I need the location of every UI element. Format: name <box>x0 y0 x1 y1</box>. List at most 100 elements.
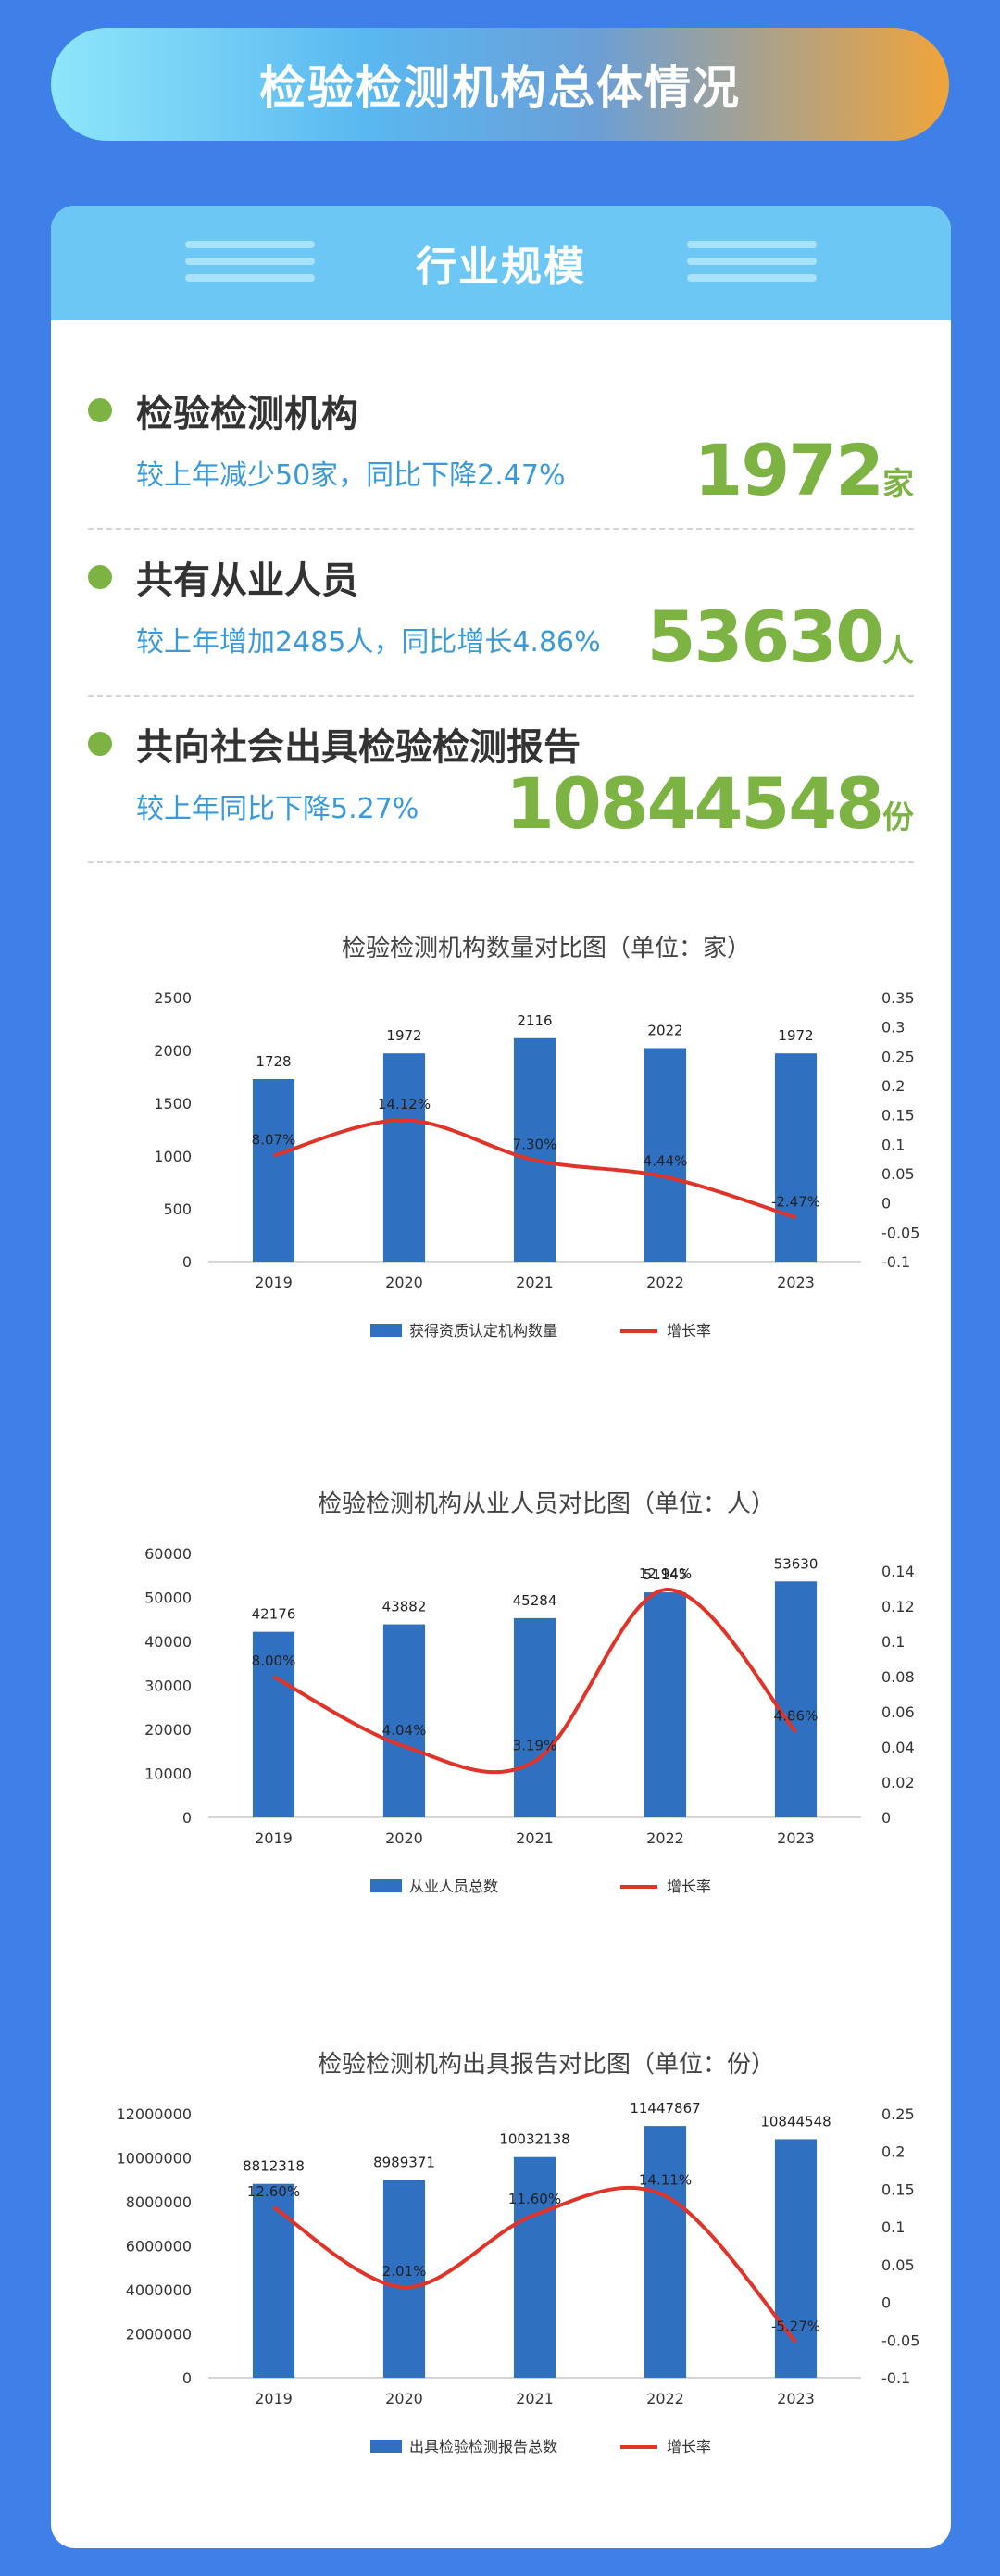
bar <box>513 2156 556 2378</box>
x-tick-label: 2022 <box>646 2390 684 2407</box>
y-tick-label: 500 <box>163 1200 192 1218</box>
legend-bar-swatch <box>370 2440 402 2453</box>
bar-value-label: 8989371 <box>373 2155 435 2171</box>
bar-value-label: 42176 <box>252 1606 296 1623</box>
bullet-dot <box>88 398 112 422</box>
stat-value: 10844548份 <box>506 762 914 845</box>
chart-reports: 检验检测机构出具报告对比图（单位：份） 0 2000000 4000000 600000… <box>117 2051 920 2456</box>
legend-line-label: 增长率 <box>667 1878 711 1895</box>
y2-tick-label: -0.1 <box>881 2369 910 2387</box>
bar <box>252 1631 295 1817</box>
y2-tick-label: 0.12 <box>881 1598 915 1615</box>
stat-subtitle: 较上年减少50家，同比下降2.47% <box>136 459 566 492</box>
rate-label: 8.00% <box>252 1652 296 1669</box>
y-tick-label: 10000000 <box>117 2150 192 2168</box>
x-tick-label: 2022 <box>646 1274 684 1291</box>
bar <box>382 1053 426 1262</box>
stat-subtitle: 较上年同比下降5.27% <box>136 793 419 825</box>
y-tick-label: 30000 <box>144 1678 192 1695</box>
stat-title: 检验检测机构 <box>136 393 358 435</box>
y2-tick-label: 0.05 <box>881 2256 915 2274</box>
rate-label: 4.04% <box>382 1722 427 1739</box>
stat-title: 共有从业人员 <box>136 559 358 602</box>
y-tick-label: 0 <box>182 2369 192 2387</box>
rate-label: 8.07% <box>252 1132 296 1149</box>
stat-institutions: 检验检测机构 较上年减少50家，同比下降2.47% 1972家 <box>88 361 914 530</box>
x-tick-label: 2020 <box>385 1829 423 1847</box>
y2-tick-label: 0.15 <box>881 2180 915 2198</box>
y2-tick-label: 0.02 <box>881 1774 915 1791</box>
y-tick-label: 40000 <box>144 1633 192 1651</box>
rate-label: 14.11% <box>639 2172 692 2189</box>
card-header: 行业规模 <box>51 206 951 320</box>
y2-tick-label: 0.04 <box>881 1739 915 1756</box>
x-tick-label: 2022 <box>646 1829 684 1847</box>
y-tick-label: 50000 <box>144 1590 192 1607</box>
bar-value-label: 45284 <box>513 1592 557 1609</box>
y2-tick-label: -0.1 <box>881 1253 910 1271</box>
growth-rate-line <box>272 1588 797 1775</box>
bar-value-label: 51145 <box>644 1566 688 1583</box>
y2-tick-label: 0.14 <box>881 1563 915 1580</box>
bar <box>513 1037 556 1262</box>
chart-employees: 检验检测机构从业人员对比图（单位：人） 0 10000 20000 30000 40000… <box>144 1490 915 1895</box>
y-tick-label: 2000000 <box>126 2326 192 2344</box>
industry-scale-card: 行业规模 检验检测机构 较上年减少50家，同比下降2.47% 1972家 共有从… <box>51 206 951 2548</box>
y-tick-label: 1000 <box>154 1148 192 1165</box>
bar <box>774 1581 818 1817</box>
banner-title: 检验检测机构总体情况 <box>259 61 741 115</box>
y-tick-label: 4000000 <box>126 2281 192 2299</box>
bar-value-label: 43882 <box>382 1599 427 1615</box>
y2-tick-label: -0.05 <box>881 1224 919 1241</box>
y2-tick-label: 0.35 <box>881 989 915 1007</box>
bar <box>382 1624 426 1817</box>
legend-line-label: 增长率 <box>667 1322 711 1339</box>
header-decoration-left <box>185 241 315 291</box>
header-decoration-right <box>687 241 817 291</box>
chart-institutions: 检验检测机构数量对比图（单位：家） 0 500 1000 1500 2000 2500 -0.… <box>154 935 919 1339</box>
bar <box>252 1079 295 1262</box>
growth-rate-line <box>272 2185 797 2344</box>
bar <box>513 1617 556 1817</box>
x-tick-label: 2021 <box>516 2390 554 2407</box>
y-tick-label: 20000 <box>144 1721 192 1739</box>
y-tick-label: 12000000 <box>117 2105 192 2123</box>
rate-label: 14.12% <box>378 1096 431 1112</box>
y2-tick-label: 0.2 <box>881 2143 905 2161</box>
stat-value: 1972家 <box>694 429 914 511</box>
y-tick-label: 1500 <box>154 1095 192 1112</box>
y2-tick-label: 0 <box>881 1195 891 1213</box>
y-tick-label: 8000000 <box>126 2193 192 2211</box>
y2-tick-label: 0.05 <box>881 1165 915 1183</box>
y2-tick-label: 0 <box>881 1809 891 1827</box>
rate-label: 7.30% <box>513 1136 557 1152</box>
x-tick-label: 2020 <box>385 2390 423 2407</box>
chart-title: 检验检测机构从业人员对比图（单位：人） <box>318 1490 775 1518</box>
chart-title: 检验检测机构数量对比图（单位：家） <box>342 935 751 962</box>
rate-label: 11.60% <box>508 2191 561 2207</box>
growth-rate-line <box>272 1118 797 1220</box>
bar <box>774 1053 818 1262</box>
stat-unit: 家 <box>882 466 914 503</box>
stat-reports: 共向社会出具检验检测报告 较上年同比下降5.27% 10844548份 <box>88 695 914 863</box>
chart-title: 检验检测机构出具报告对比图（单位：份） <box>318 2051 775 2079</box>
y2-tick-label: 0.2 <box>881 1077 905 1095</box>
legend-bar-label: 从业人员总数 <box>409 1878 498 1895</box>
rate-label: 4.86% <box>774 1708 819 1725</box>
y-tick-label: 10000 <box>144 1766 192 1783</box>
bar <box>644 1048 687 1262</box>
card-title: 行业规模 <box>416 244 586 291</box>
legend-bar-swatch <box>370 1324 402 1337</box>
bar-value-label: 1972 <box>778 1027 813 1044</box>
y2-tick-label: 0.06 <box>881 1703 915 1721</box>
rate-label: 3.19% <box>513 1737 557 1753</box>
section-banner: 检验检测机构总体情况 <box>51 28 949 141</box>
x-tick-label: 2019 <box>255 1274 293 1291</box>
stat-title: 共向社会出具检验检测报告 <box>136 726 581 769</box>
bar <box>644 2126 687 2378</box>
bar-value-label: 53630 <box>774 1555 819 1572</box>
bullet-dot <box>88 565 112 589</box>
y2-tick-label: 0 <box>881 2294 891 2312</box>
bar-value-label: 11447867 <box>630 2100 700 2117</box>
bar-value-label: 10032138 <box>499 2131 569 2148</box>
